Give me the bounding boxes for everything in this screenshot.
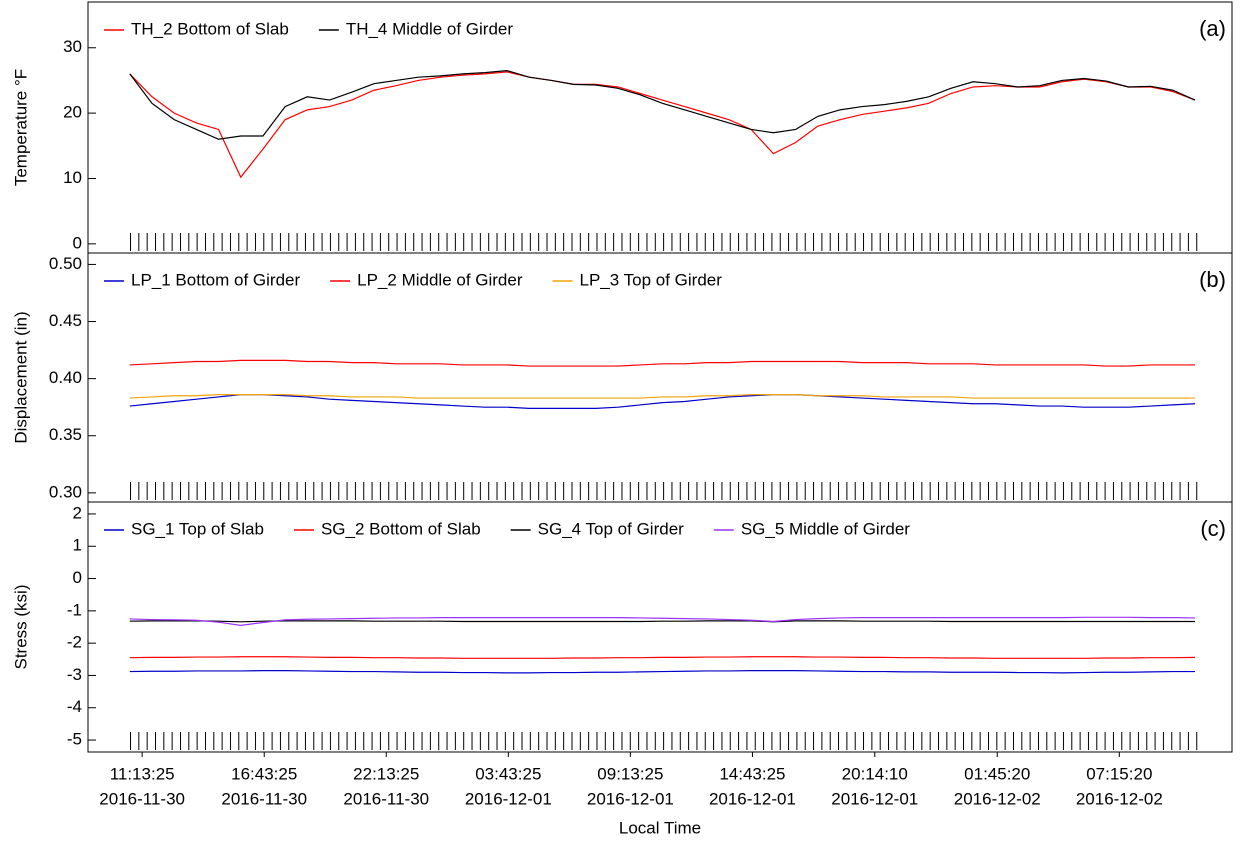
y-axis-label: Stress (ksi)	[11, 585, 30, 670]
y-tick-label: 2	[73, 503, 82, 522]
plot-frame	[87, 252, 1233, 503]
legend-label: SG_1 Top of Slab	[131, 519, 264, 538]
y-tick-label: 0.50	[49, 254, 82, 273]
y-tick-label: 30	[63, 37, 82, 56]
y-tick-label: 20	[63, 103, 82, 122]
legend-label: LP_2 Middle of Girder	[357, 270, 523, 289]
x-tick-label: 2016-12-01	[831, 789, 918, 808]
legend-label: TH_4 Middle of Girder	[346, 19, 514, 38]
legend-label: SG_4 Top of Girder	[538, 519, 684, 538]
x-tick-label: 16:43:25	[231, 764, 297, 783]
y-tick-label: 0.35	[49, 425, 82, 444]
y-tick-label: -3	[67, 665, 82, 684]
y-tick-label: 0	[73, 568, 82, 587]
legend-label: LP_3 Top of Girder	[580, 270, 723, 289]
y-tick-label: 0.40	[49, 368, 82, 387]
x-tick-label: 2016-12-02	[954, 789, 1041, 808]
y-tick-label: -5	[67, 730, 82, 749]
series-line	[129, 359, 1196, 367]
legend-label: LP_1 Bottom of Girder	[131, 270, 300, 289]
x-tick-label: 01:45:20	[964, 764, 1030, 783]
y-axis-label: Temperature °F	[11, 69, 30, 186]
y-tick-label: -2	[67, 633, 82, 652]
y-axis-label: Displacement (in)	[11, 311, 30, 443]
x-tick-label: 07:15:20	[1086, 764, 1152, 783]
plot-frame	[87, 1, 1233, 254]
x-tick-label: 2016-11-30	[99, 789, 185, 808]
x-tick-label: 22:13:25	[353, 764, 419, 783]
y-tick-label: 10	[63, 168, 82, 187]
panel-label: (b)	[1199, 267, 1226, 292]
series-line	[129, 670, 1196, 674]
y-tick-label: -1	[67, 600, 82, 619]
x-tick-label: 2016-12-01	[465, 789, 552, 808]
y-tick-label: -4	[67, 697, 82, 716]
panel-label: (a)	[1199, 16, 1226, 41]
panel-label: (c)	[1200, 516, 1226, 541]
x-axis-label: Local Time	[619, 818, 701, 837]
y-tick-label: 1	[73, 536, 82, 555]
series-line	[129, 394, 1196, 399]
x-tick-label: 20:14:10	[842, 764, 908, 783]
legend-label: TH_2 Bottom of Slab	[131, 19, 289, 38]
y-tick-label: 0.30	[49, 482, 82, 501]
plot-frame	[87, 501, 1233, 753]
minor-ticks	[130, 732, 1198, 750]
series-line	[129, 616, 1196, 626]
legend-label: SG_5 Middle of Girder	[741, 519, 910, 538]
y-tick-label: 0	[73, 233, 82, 252]
x-tick-label: 2016-12-01	[587, 789, 674, 808]
series-line	[129, 394, 1196, 409]
x-tick-label: 2016-12-02	[1076, 789, 1163, 808]
x-tick-label: 2016-12-01	[709, 789, 796, 808]
y-tick-label: 0.45	[49, 311, 82, 330]
x-tick-label: 09:13:25	[597, 764, 663, 783]
x-tick-label: 2016-11-30	[343, 789, 429, 808]
series-line	[129, 620, 1196, 623]
series-line	[129, 656, 1196, 659]
legend-label: SG_2 Bottom of Slab	[321, 519, 481, 538]
series-line	[129, 71, 1196, 179]
series-line	[129, 70, 1196, 140]
x-tick-label: 11:13:25	[110, 764, 175, 783]
x-tick-label: 03:43:25	[475, 764, 541, 783]
minor-ticks	[130, 233, 1198, 251]
x-tick-label: 2016-11-30	[221, 789, 307, 808]
minor-ticks	[130, 482, 1198, 500]
x-tick-label: 14:43:25	[719, 764, 785, 783]
